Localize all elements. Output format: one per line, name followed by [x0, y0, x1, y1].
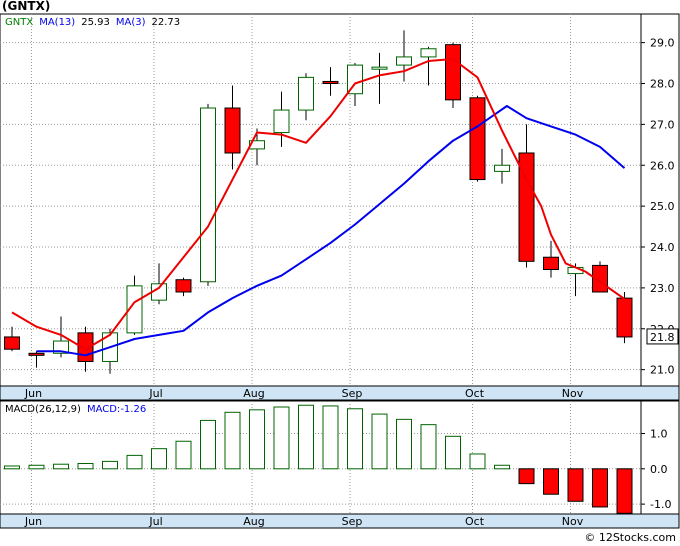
candle-down	[469, 97, 486, 181]
macd-bar-positive	[77, 463, 94, 470]
macd-bar-positive	[175, 440, 192, 470]
legend-ma13-value: 25.93	[81, 17, 110, 28]
legend-ma13-label: MA(13)	[39, 17, 75, 28]
macd-bar-positive	[126, 454, 143, 470]
price-panel: 21.022.023.024.025.026.027.028.029.0GNTX…	[0, 13, 680, 401]
last-price-box	[646, 328, 679, 345]
price-month-label: Nov	[562, 387, 584, 400]
macd-plot-area	[0, 400, 642, 515]
macd-tick-label: -1.0	[650, 498, 671, 511]
macd-bar-positive	[371, 413, 388, 470]
macd-bar-positive	[298, 404, 314, 470]
macd-bar-positive	[249, 409, 265, 470]
price-month-label: Aug	[243, 387, 264, 400]
macd-bar-positive	[469, 453, 486, 470]
candle-up	[420, 48, 437, 58]
macd-bar-negative	[567, 468, 584, 502]
candle-up	[126, 285, 143, 334]
macd-bar-positive	[53, 463, 69, 470]
macd-month-label: Jul	[148, 515, 162, 528]
macd-legend: MACD(26,12,9) MACD:-1.26	[5, 404, 146, 415]
macd-month-band	[0, 513, 680, 529]
price-axis-area	[640, 13, 680, 387]
macd-bar-positive	[28, 464, 45, 470]
price-tick-label: 27.0	[650, 118, 675, 131]
macd-panel: 1.0 0.0 -1.0 MACD(26,12,9) MACD:-1.26 Jun Jul A…	[0, 400, 680, 529]
price-tick-label: 21.0	[650, 364, 675, 377]
ma3-line	[11, 58, 626, 351]
macd-bar-negative	[616, 468, 633, 514]
legend-ticker: GNTX	[5, 17, 33, 28]
legend-ma3-value: 22.73	[151, 17, 180, 28]
last-price-label: 21.8	[650, 331, 675, 344]
candle-up	[371, 66, 388, 70]
macd-bar-positive	[151, 448, 167, 470]
price-month-label: Jun	[24, 387, 42, 400]
macd-month-label: Sep	[342, 515, 363, 528]
macd-bar-positive	[322, 405, 339, 470]
macd-month-label: Nov	[562, 515, 584, 528]
candle-down	[322, 80, 339, 84]
macd-bar-negative	[592, 468, 608, 508]
candle-up	[396, 56, 412, 66]
candle-down	[175, 279, 192, 293]
macd-bar-positive	[224, 411, 241, 470]
macd-bar-positive	[494, 464, 510, 470]
legend-ma3-label: MA(3)	[116, 17, 146, 28]
candle-down	[4, 336, 20, 350]
candle-down	[616, 297, 633, 338]
legend-macd-params: MACD(26,12,9)	[5, 404, 81, 415]
macd-month-label: Oct	[465, 515, 485, 528]
candle-down	[224, 107, 241, 154]
macd-tick-label: 1.0	[650, 427, 668, 440]
macd-bar-positive	[396, 418, 412, 470]
price-tick-label: 24.0	[650, 241, 675, 254]
price-tick-label: 23.0	[650, 282, 675, 295]
price-tick-label: 25.0	[650, 200, 675, 213]
candle-up	[273, 109, 290, 134]
candle-up	[53, 340, 69, 354]
candle-down	[518, 152, 535, 262]
ma13-line	[36, 105, 626, 357]
macd-bar-negative	[543, 468, 559, 495]
price-tick-label: 26.0	[650, 159, 675, 172]
price-tick-label: 29.0	[650, 37, 675, 50]
candle-down	[445, 44, 461, 101]
macd-bar-positive	[347, 408, 363, 470]
candle-up	[298, 76, 314, 111]
macd-bar-positive	[445, 435, 461, 470]
macd-bar-positive	[4, 465, 20, 470]
candle-down	[28, 352, 45, 356]
macd-axis-area	[640, 400, 680, 515]
macd-month-label: Jun	[24, 515, 42, 528]
candle-up	[347, 64, 363, 95]
price-month-label: Sep	[342, 387, 363, 400]
macd-bar-negative	[518, 468, 535, 485]
price-month-label: Jul	[148, 387, 162, 400]
copyright-notice: © 12Stocks.com	[584, 531, 676, 544]
price-legend: GNTX MA(13) 25.93 MA(3) 22.73	[5, 17, 180, 28]
price-month-label: Oct	[465, 387, 485, 400]
macd-bar-positive	[102, 460, 118, 470]
candle-up	[494, 164, 510, 172]
macd-tick-label: 0.0	[650, 463, 668, 476]
price-tick-label: 28.0	[650, 77, 675, 90]
candle-down	[543, 256, 559, 270]
macd-bar-positive	[200, 419, 216, 470]
price-plot-area	[0, 13, 642, 387]
chart-title: (GNTX)	[2, 0, 50, 13]
macd-bar-positive	[420, 424, 437, 470]
macd-month-label: Aug	[243, 515, 264, 528]
legend-macd-label: MACD:	[87, 404, 120, 415]
legend-macd-value: -1.26	[120, 404, 146, 415]
macd-bar-positive	[273, 406, 290, 470]
candle-up	[200, 107, 216, 283]
price-month-band	[0, 385, 680, 401]
